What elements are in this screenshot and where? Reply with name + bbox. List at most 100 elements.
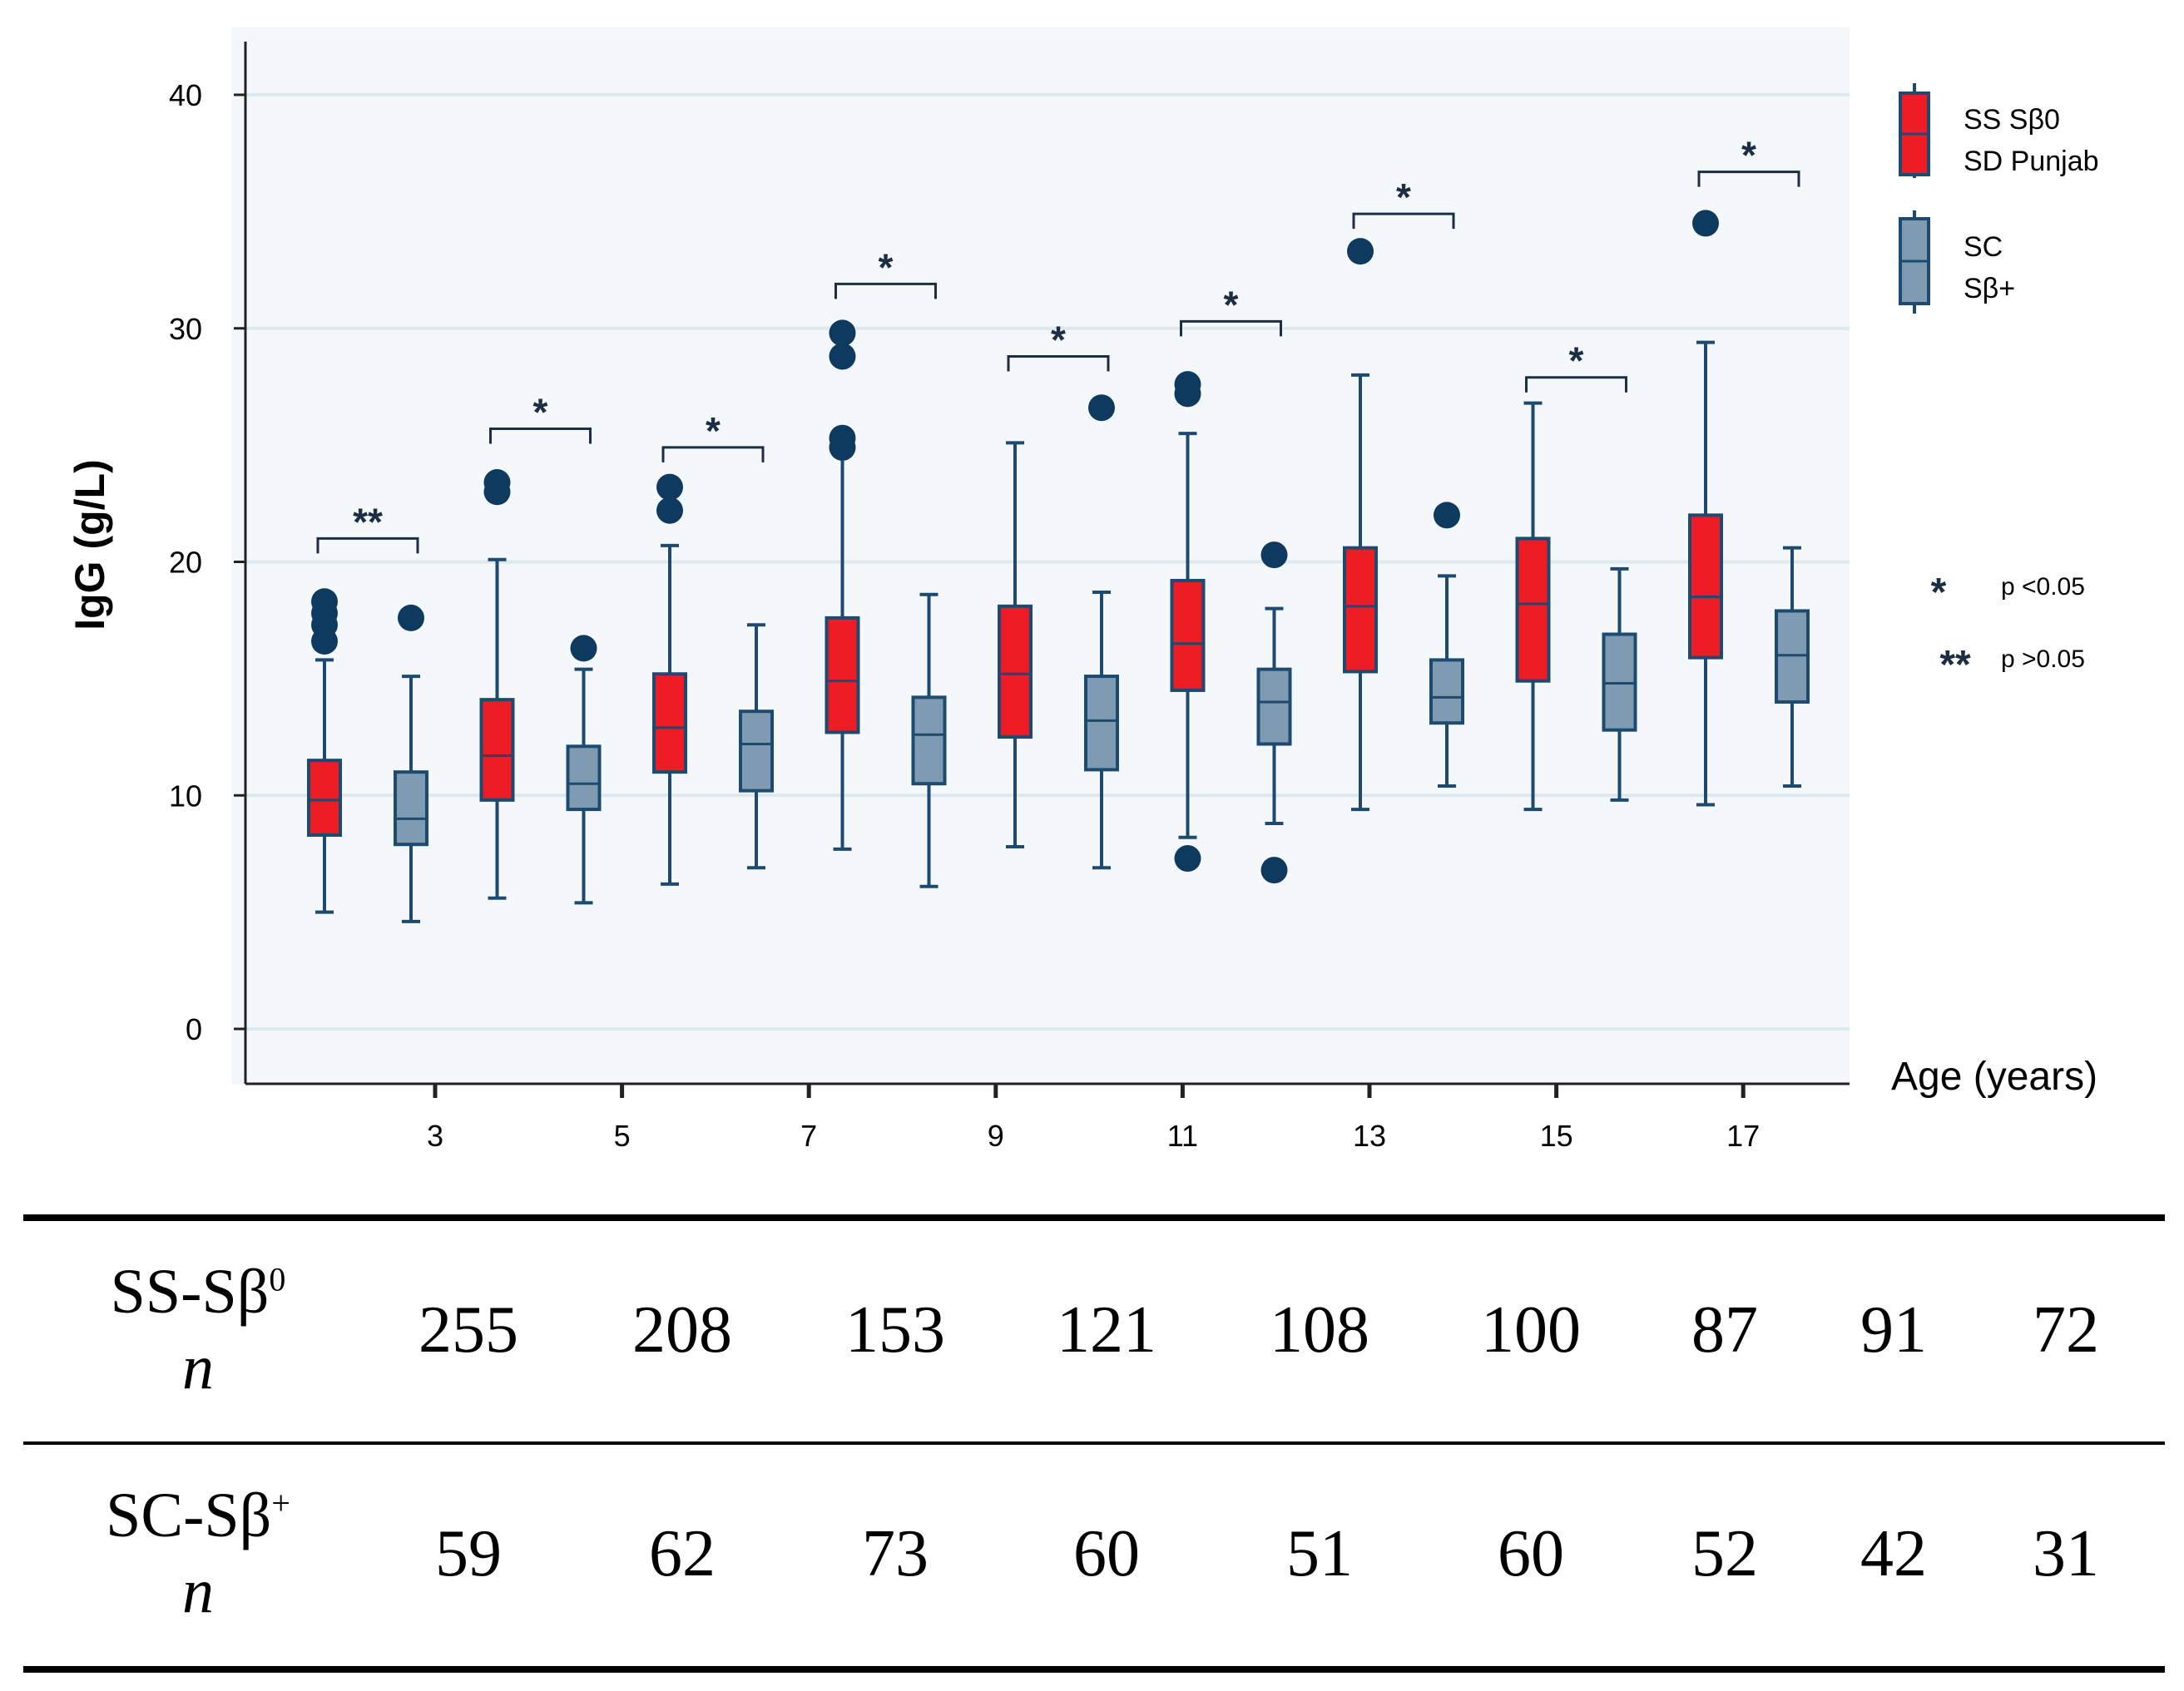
outlier-point [829, 319, 856, 347]
outlier-point [311, 588, 338, 616]
legend-sig-text-2: p >0.05 [2001, 645, 2085, 673]
legend-sig-text-1: p <0.05 [2001, 573, 2085, 601]
box [1170, 578, 1206, 692]
row-label-sc: SC-Sβ+ n [23, 1445, 373, 1663]
x-tick-label: 7 [800, 1119, 817, 1153]
table-cell: 108 [1270, 1293, 1369, 1367]
table-cell: 91 [1860, 1293, 1927, 1367]
outlier-point [570, 635, 597, 662]
table-bottom-rule [23, 1666, 2165, 1673]
box [394, 770, 428, 847]
legend-ss-label-2: SD Punjab [1964, 146, 2099, 177]
outlier-point [1434, 502, 1460, 529]
significance-label: * [1396, 176, 1411, 219]
significance-bracket [489, 427, 592, 444]
significance-label: * [1741, 134, 1756, 177]
table-cell: 60 [1498, 1516, 1564, 1590]
row-n-ss: n [182, 1333, 214, 1402]
significance-label: * [879, 245, 894, 289]
y-tick-label: 20 [169, 546, 202, 580]
box [1429, 658, 1464, 725]
table-cell: 87 [1691, 1293, 1758, 1367]
significance-label: ** [353, 500, 383, 543]
significance-bracket [834, 282, 937, 299]
significance-bracket [1525, 376, 1627, 393]
significance-bracket [1352, 212, 1455, 230]
x-tick-label: 9 [988, 1119, 1004, 1153]
significance-bracket [316, 536, 419, 554]
y-tick-label: 30 [169, 312, 202, 346]
outlier-point [483, 469, 511, 497]
table-cell: 51 [1286, 1516, 1353, 1590]
outlier-point [829, 424, 856, 452]
table-cell: 208 [632, 1293, 732, 1367]
box [825, 616, 860, 734]
outlier-point [656, 497, 683, 524]
table-cell: 100 [1481, 1293, 1581, 1367]
box [652, 672, 687, 774]
row-group-ss: SS-Sβ [110, 1256, 270, 1327]
y-tick-label: 10 [169, 779, 202, 813]
row-group-sc-sup: + [271, 1484, 290, 1522]
outlier-point [1260, 857, 1288, 884]
x-tick-label: 15 [1540, 1119, 1573, 1153]
significance-bracket [1180, 319, 1282, 337]
legend: SS Sβ0 SD Punjab SC Sβ+ * p <0.05 ** p >… [1899, 83, 2099, 687]
table-cell: 72 [2033, 1293, 2099, 1367]
box [566, 744, 602, 812]
table-cell: 121 [1057, 1293, 1156, 1367]
outlier-point [1260, 541, 1288, 569]
y-axis-label: IgG (g/L) [67, 459, 113, 630]
table-cell: 62 [649, 1516, 716, 1590]
legend-sig-symbol-2: ** [1939, 643, 1971, 687]
outlier-point [398, 604, 424, 631]
significance-bracket [1697, 171, 1800, 187]
significance-label: * [1569, 339, 1584, 383]
significance-label: * [1224, 283, 1239, 326]
table-mid-rule [23, 1441, 2165, 1445]
x-tick-label: 3 [427, 1119, 443, 1153]
box [1256, 667, 1292, 746]
row-n-sc: n [182, 1556, 214, 1626]
plot-area-background [231, 27, 1850, 1084]
box [911, 695, 947, 786]
table-cell: 42 [1860, 1516, 1927, 1590]
x-tick-label: 13 [1353, 1119, 1386, 1153]
table-row-sc: SC-Sβ+ n 59 62 73 60 51 60 52 42 31 [23, 1445, 2165, 1663]
significance-label: * [706, 409, 721, 452]
outlier-point [829, 343, 856, 370]
significance-bracket [1007, 354, 1110, 372]
outlier-point [1692, 210, 1719, 237]
outlier-point [1174, 845, 1201, 873]
outlier-point [1347, 238, 1374, 265]
legend-sc-label-2: Sβ+ [1964, 273, 2015, 304]
x-tick-label: 5 [614, 1119, 631, 1153]
significance-bracket [661, 446, 765, 462]
table-cell: 73 [862, 1516, 929, 1590]
table-cell: 52 [1691, 1516, 1758, 1590]
outlier-point [1174, 371, 1201, 398]
box [479, 698, 515, 802]
row-label-ss: SS-Sβ0 n [23, 1221, 373, 1439]
table-cell: 60 [1073, 1516, 1140, 1590]
row-group-sc: SC-Sβ [106, 1480, 272, 1550]
legend-ss-label-1: SS Sβ0 [1964, 104, 2060, 136]
x-tick-label: 17 [1726, 1119, 1760, 1153]
significance-label: * [1051, 318, 1066, 361]
table-cell: 153 [845, 1293, 945, 1367]
x-axis-label: Age (years) [1891, 1055, 2097, 1099]
table-top-rule [23, 1214, 2165, 1221]
legend-sc-label-1: SC [1964, 231, 2003, 263]
box [307, 759, 342, 837]
y-tick-label: 0 [186, 1012, 202, 1046]
y-tick-label: 40 [169, 78, 202, 112]
box [1515, 536, 1551, 683]
x-tick-label: 11 [1167, 1119, 1198, 1153]
outlier-point [1088, 394, 1115, 422]
significance-label: * [533, 390, 548, 433]
table-cell: 255 [418, 1293, 518, 1367]
outlier-point [656, 473, 683, 501]
box [998, 604, 1033, 739]
table-cell: 59 [435, 1516, 502, 1590]
